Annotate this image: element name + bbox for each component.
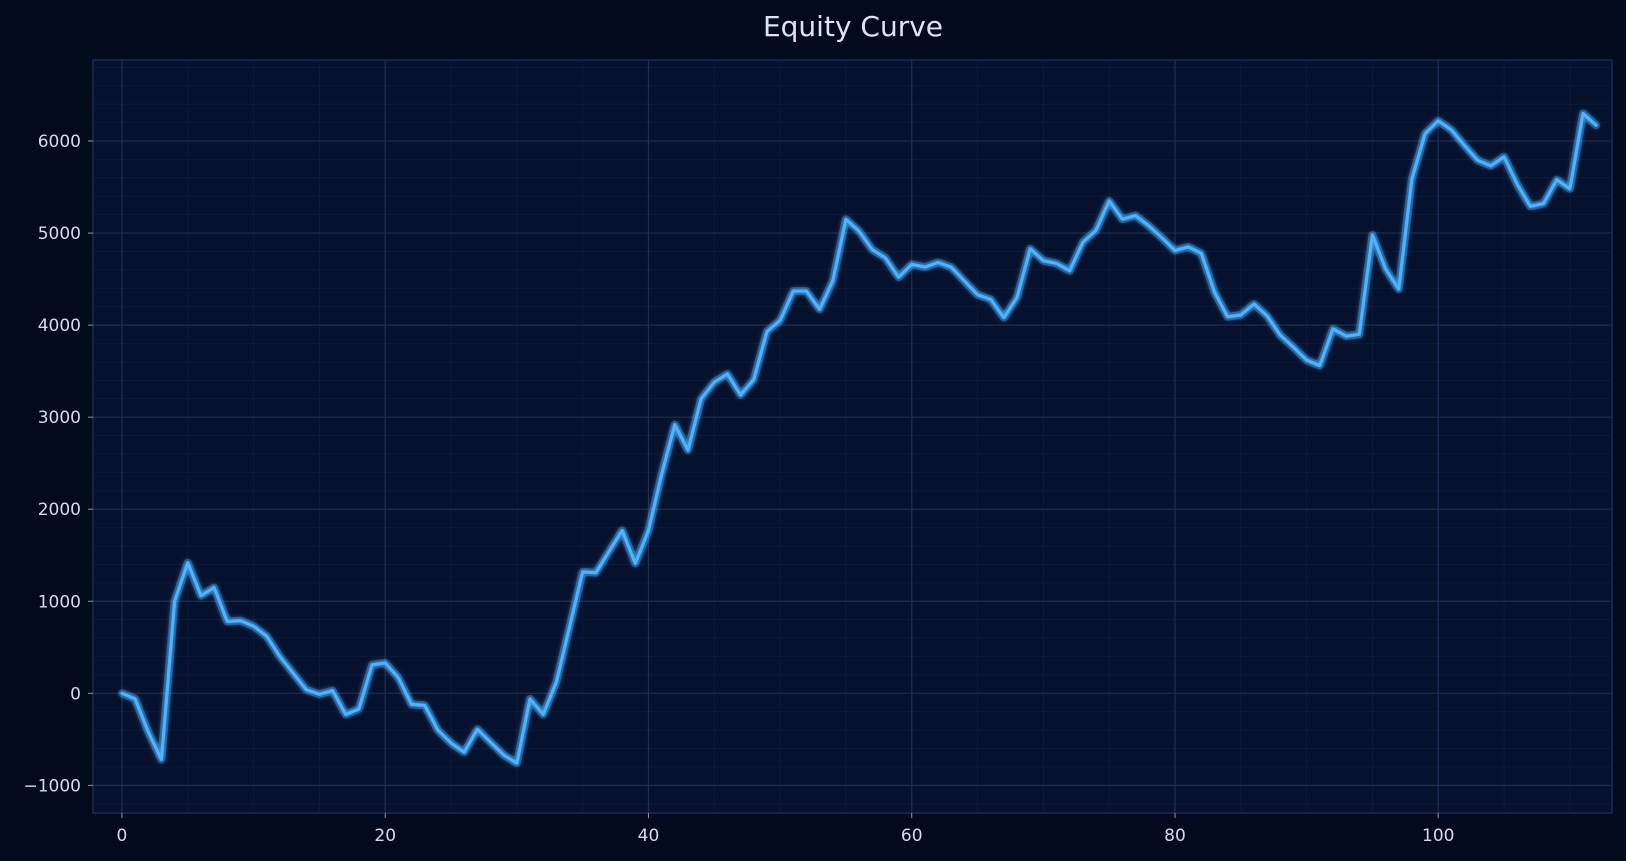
y-tick-label: 1000 bbox=[38, 592, 81, 612]
y-tick-label: 0 bbox=[70, 684, 81, 704]
x-tick-label: 100 bbox=[1422, 826, 1454, 846]
axis-layer: 0 20 40 60 80 100 −1000 0 1000 2000 3000 4000 5000 60… bbox=[23, 132, 1454, 846]
y-tick-label: 6000 bbox=[38, 132, 81, 152]
plot-area bbox=[92, 59, 1613, 814]
y-tick-label: 3000 bbox=[38, 408, 81, 428]
x-tick-label: 40 bbox=[638, 826, 660, 846]
grid-layer bbox=[93, 60, 1612, 813]
x-tick-label: 20 bbox=[374, 826, 396, 846]
x-tick-label: 60 bbox=[901, 826, 923, 846]
series-layer bbox=[117, 109, 1601, 768]
x-tick-label: 80 bbox=[1164, 826, 1186, 846]
chart-title: Equity Curve bbox=[763, 10, 943, 43]
x-tick-label: 0 bbox=[117, 826, 128, 846]
y-tick-label: 2000 bbox=[38, 500, 81, 520]
y-tick-label: 4000 bbox=[38, 316, 81, 336]
y-tick-label: −1000 bbox=[23, 776, 81, 796]
y-tick-label: 5000 bbox=[38, 224, 81, 244]
